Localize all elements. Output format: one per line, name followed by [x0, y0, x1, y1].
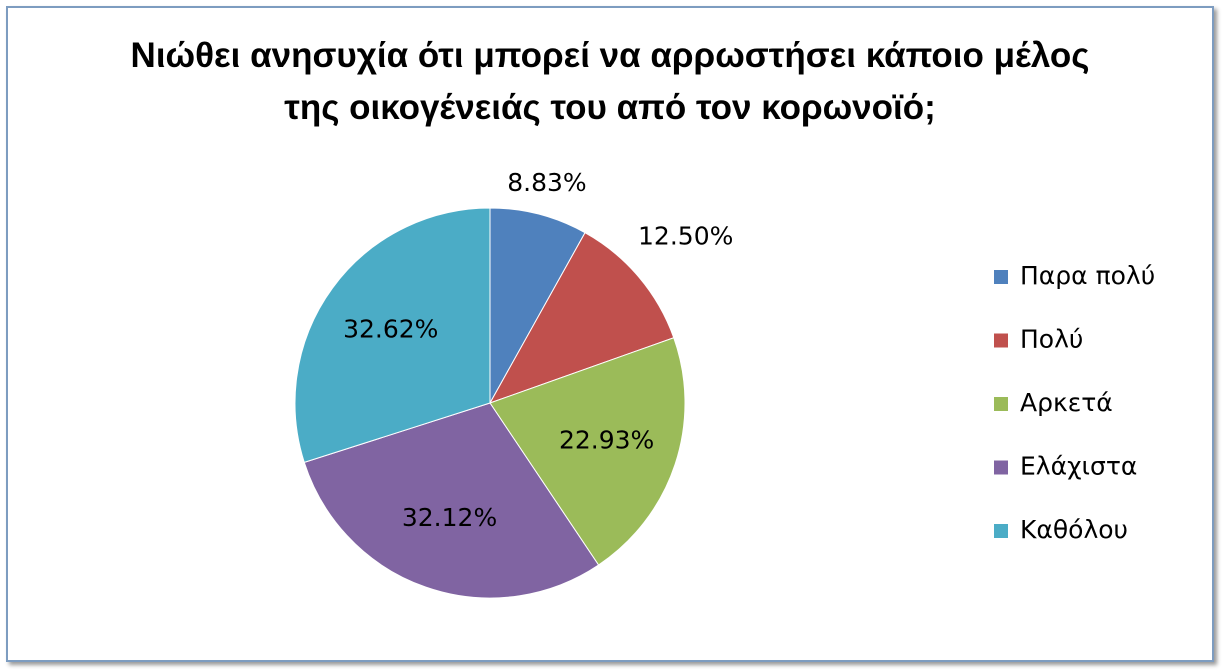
- legend-label: Αρκετά: [1020, 388, 1113, 417]
- legend-swatch: [994, 270, 1008, 284]
- legend-label: Παρα πολύ: [1020, 261, 1155, 290]
- data-label: 32.12%: [402, 503, 497, 532]
- legend-label: Καθόλου: [1020, 515, 1128, 544]
- chart-title: Νιώθει ανησυχία ότι μπορεί να αρρωστήσει…: [130, 36, 1090, 127]
- data-label: 12.50%: [638, 222, 733, 251]
- data-label: 22.93%: [559, 426, 654, 455]
- legend-swatch: [994, 333, 1008, 348]
- pie-slice: [489, 337, 686, 566]
- data-label: 32.62%: [343, 315, 438, 344]
- pie-slice: [303, 402, 600, 599]
- data-label: 8.83%: [507, 168, 586, 197]
- pie-slice: [488, 232, 675, 404]
- legend-swatch: [994, 397, 1008, 411]
- pie-slice: [489, 207, 586, 405]
- pie-slice: [294, 207, 491, 464]
- legend-label: Πολύ: [1020, 325, 1083, 354]
- legend-swatch: [994, 524, 1008, 538]
- legend-label: Ελάχιστα: [1020, 452, 1137, 481]
- legend-swatch: [994, 460, 1008, 475]
